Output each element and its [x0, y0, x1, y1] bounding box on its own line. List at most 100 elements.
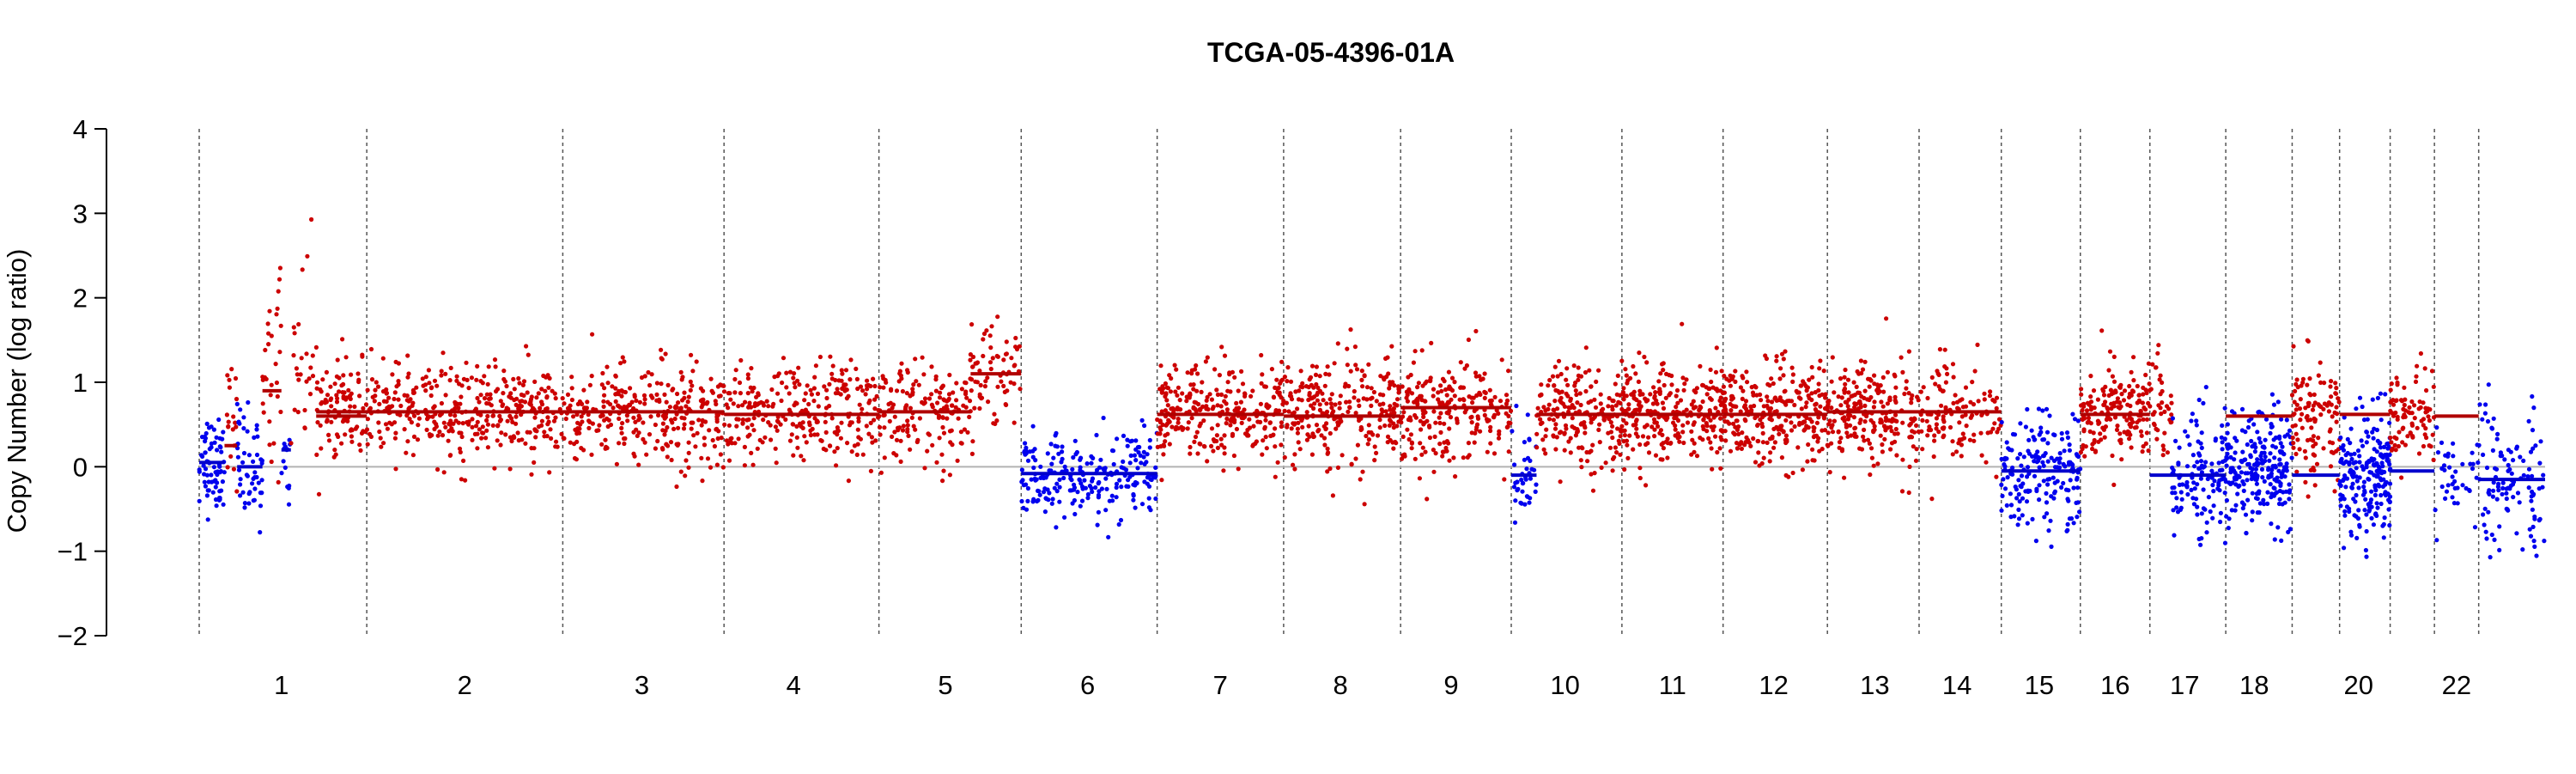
data-point — [504, 383, 509, 389]
data-point — [435, 466, 440, 472]
data-point — [1321, 398, 1326, 403]
data-point — [761, 401, 766, 406]
data-point — [1042, 486, 1048, 491]
data-point — [2289, 455, 2294, 460]
data-point — [1353, 456, 1358, 461]
data-point — [1440, 454, 1445, 459]
data-point — [2066, 488, 2071, 493]
data-point — [1269, 367, 1274, 372]
data-point — [292, 407, 297, 412]
data-point — [2316, 436, 2321, 441]
data-point — [349, 391, 354, 396]
data-point — [2521, 458, 2526, 464]
data-point — [1054, 430, 1059, 436]
data-point — [1931, 454, 1936, 460]
data-point — [346, 387, 351, 393]
data-point — [981, 337, 986, 342]
data-point — [1299, 417, 1304, 423]
data-point — [1532, 467, 1537, 472]
data-point — [1348, 369, 1353, 374]
data-point — [605, 364, 610, 369]
data-point — [601, 399, 606, 404]
data-point — [1263, 435, 1268, 440]
data-point — [686, 394, 691, 399]
data-point — [2184, 483, 2189, 488]
data-point — [1664, 371, 1669, 376]
data-point — [2165, 450, 2170, 455]
data-point — [539, 418, 545, 424]
data-point — [1950, 452, 1955, 457]
data-point — [1714, 345, 1719, 350]
data-point — [2210, 483, 2215, 488]
data-point — [1133, 483, 1138, 488]
data-point — [1556, 358, 1562, 363]
data-point — [2280, 444, 2285, 449]
data-point — [217, 497, 222, 503]
data-point — [577, 430, 582, 436]
data-point — [1558, 398, 1563, 403]
data-point — [1868, 446, 1874, 451]
data-point — [260, 377, 265, 382]
data-point — [1390, 440, 1395, 445]
data-point — [1072, 511, 1078, 517]
data-point — [1728, 383, 1733, 388]
data-point — [999, 379, 1004, 384]
data-point — [521, 393, 526, 398]
data-point — [1801, 428, 1807, 433]
data-point — [1133, 438, 1139, 443]
data-point — [281, 459, 286, 464]
data-point — [1009, 356, 1014, 361]
data-point — [1589, 399, 1594, 404]
data-point — [2295, 385, 2300, 390]
data-point — [780, 380, 785, 386]
data-point — [268, 393, 273, 398]
data-point — [2371, 462, 2376, 467]
data-point — [2293, 451, 2299, 457]
data-point — [2263, 437, 2268, 442]
data-point — [1662, 382, 1667, 388]
data-point — [1551, 407, 1556, 412]
data-point — [1585, 459, 1590, 464]
data-point — [1642, 354, 1647, 360]
data-point — [1264, 402, 1269, 407]
data-point — [1060, 444, 1065, 449]
data-point — [721, 389, 727, 394]
data-point — [732, 376, 738, 382]
data-point — [2377, 466, 2382, 471]
data-point — [1761, 455, 1766, 460]
data-point — [882, 412, 887, 417]
data-point — [2293, 431, 2299, 436]
data-point — [423, 388, 428, 393]
data-point — [2146, 448, 2151, 454]
data-point — [2397, 430, 2402, 435]
data-point — [568, 440, 573, 445]
data-point — [936, 413, 942, 418]
data-point — [2336, 399, 2342, 405]
data-point — [1166, 417, 1171, 423]
data-point — [2360, 492, 2366, 497]
data-point — [941, 430, 947, 436]
data-point — [1279, 359, 1285, 364]
data-point — [1656, 415, 1662, 420]
data-point — [2249, 476, 2254, 482]
data-point — [965, 430, 970, 435]
data-point — [1913, 458, 1919, 463]
data-point — [683, 404, 689, 409]
data-point — [2050, 475, 2056, 480]
data-point — [916, 382, 921, 387]
data-point — [1042, 509, 1048, 515]
data-point — [940, 415, 945, 420]
data-point — [1423, 449, 1428, 454]
data-point — [2423, 426, 2428, 431]
data-point — [1640, 434, 1646, 439]
data-point — [2223, 479, 2228, 485]
data-point — [380, 356, 386, 361]
data-point — [1394, 424, 1400, 429]
data-point — [1566, 405, 1571, 410]
data-point — [1282, 375, 1287, 380]
data-point — [732, 390, 738, 395]
data-point — [708, 376, 714, 381]
data-point — [676, 425, 681, 430]
data-point — [1925, 395, 1930, 401]
data-point — [226, 419, 231, 424]
